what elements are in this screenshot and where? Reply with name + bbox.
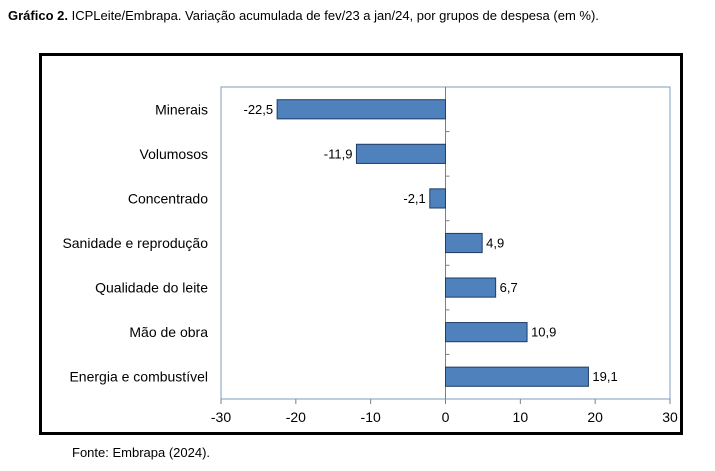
- category-label: Mão de obra: [129, 324, 208, 340]
- x-tick-label: 10: [513, 409, 529, 425]
- data-label: 6,7: [500, 280, 518, 295]
- bar: [445, 277, 497, 298]
- bar: [429, 188, 447, 209]
- source-note: Fonte: Embrapa (2024).: [72, 445, 211, 460]
- x-tick-label: 0: [442, 409, 450, 425]
- bar: [276, 99, 446, 120]
- bar: [355, 143, 446, 164]
- category-label: Volumosos: [140, 146, 208, 162]
- bar: [445, 322, 528, 343]
- category-label: Concentrado: [128, 190, 208, 206]
- x-tick-label: 20: [587, 409, 603, 425]
- x-tick-label: 30: [662, 409, 678, 425]
- bar: [445, 366, 589, 387]
- x-tick-label: -10: [361, 409, 381, 425]
- category-label: Energia e combustível: [69, 369, 208, 385]
- chart-frame: -22,5 Minerais -11,9 Volumosos -2,1 Concentra…: [39, 53, 683, 435]
- caption-text: ICPLeite/Embrapa. Variação acumulada de …: [71, 8, 599, 23]
- category-label: Sanidade e reprodução: [62, 235, 208, 251]
- figure-caption: Gráfico 2. ICPLeite/Embrapa. Variação ac…: [8, 8, 599, 23]
- bar: [445, 232, 483, 254]
- data-label: -11,9: [324, 146, 353, 161]
- data-label: 19,1: [592, 369, 617, 384]
- category-label: Minerais: [155, 101, 208, 117]
- bar-chart: -22,5 Minerais -11,9 Volumosos -2,1 Concentra…: [62, 86, 678, 425]
- category-label: Qualidade do leite: [95, 280, 208, 296]
- data-label: 10,9: [531, 325, 556, 340]
- data-label: -2,1: [403, 191, 425, 206]
- data-label: -22,5: [243, 102, 273, 117]
- x-tick-label: -30: [211, 409, 231, 425]
- caption-label: Gráfico 2.: [8, 8, 68, 23]
- data-label: 4,9: [486, 236, 504, 251]
- x-tick-label: -20: [286, 409, 306, 425]
